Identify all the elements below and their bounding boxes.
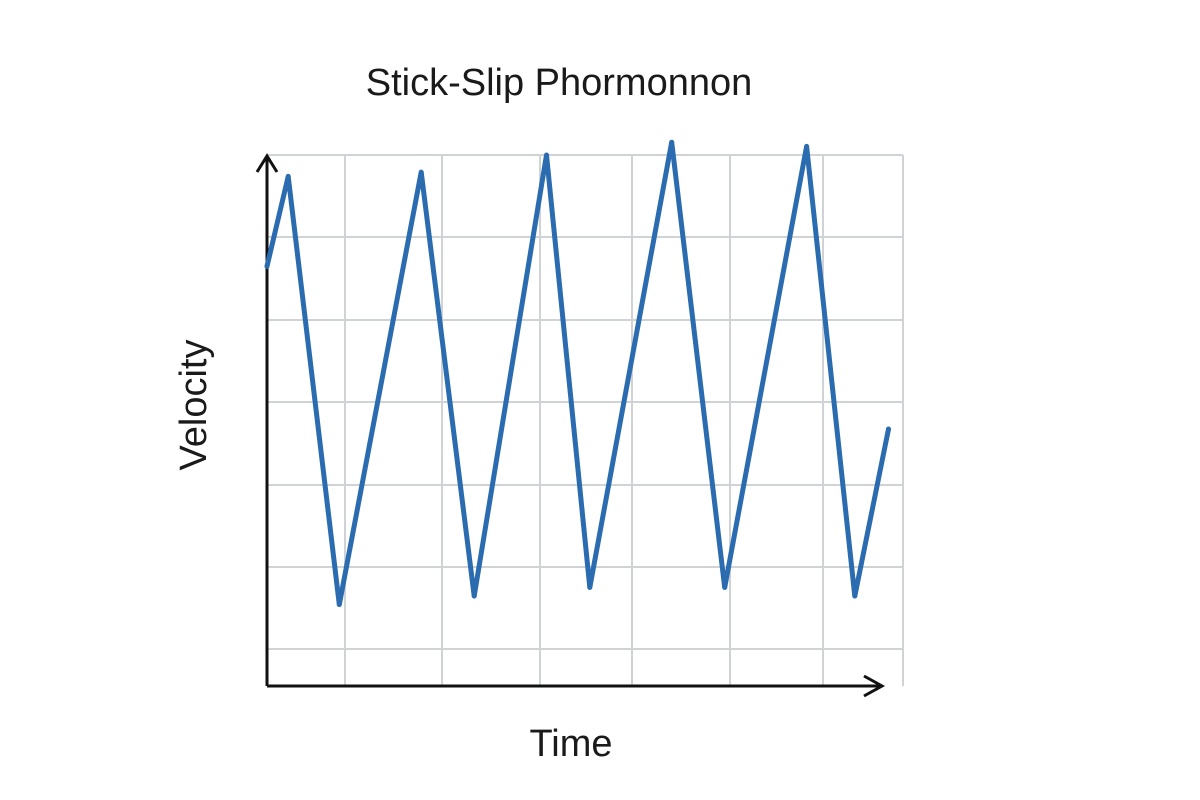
velocity-point — [669, 139, 675, 145]
velocity-point — [264, 263, 270, 269]
velocity-point — [886, 426, 891, 432]
velocity-point — [852, 593, 858, 599]
velocity-point — [418, 169, 424, 175]
velocity-point — [587, 585, 593, 590]
grid — [267, 154, 904, 686]
axes — [255, 153, 886, 698]
velocity-series-line — [264, 141, 891, 606]
velocity-point — [722, 585, 728, 590]
chart-title: Stick-Slip Phormonnon — [366, 62, 753, 104]
velocity-point — [544, 152, 549, 158]
series-group — [264, 139, 891, 608]
x-axis-label: Time — [529, 723, 612, 765]
velocity-point — [804, 143, 810, 149]
y-axis-arrow-icon — [255, 153, 279, 173]
x-axis-arrow-icon — [863, 674, 886, 698]
velocity-point — [285, 173, 291, 179]
y-axis-label: Velocity — [173, 340, 215, 471]
velocity-point — [336, 602, 342, 608]
velocity-point — [471, 593, 477, 599]
